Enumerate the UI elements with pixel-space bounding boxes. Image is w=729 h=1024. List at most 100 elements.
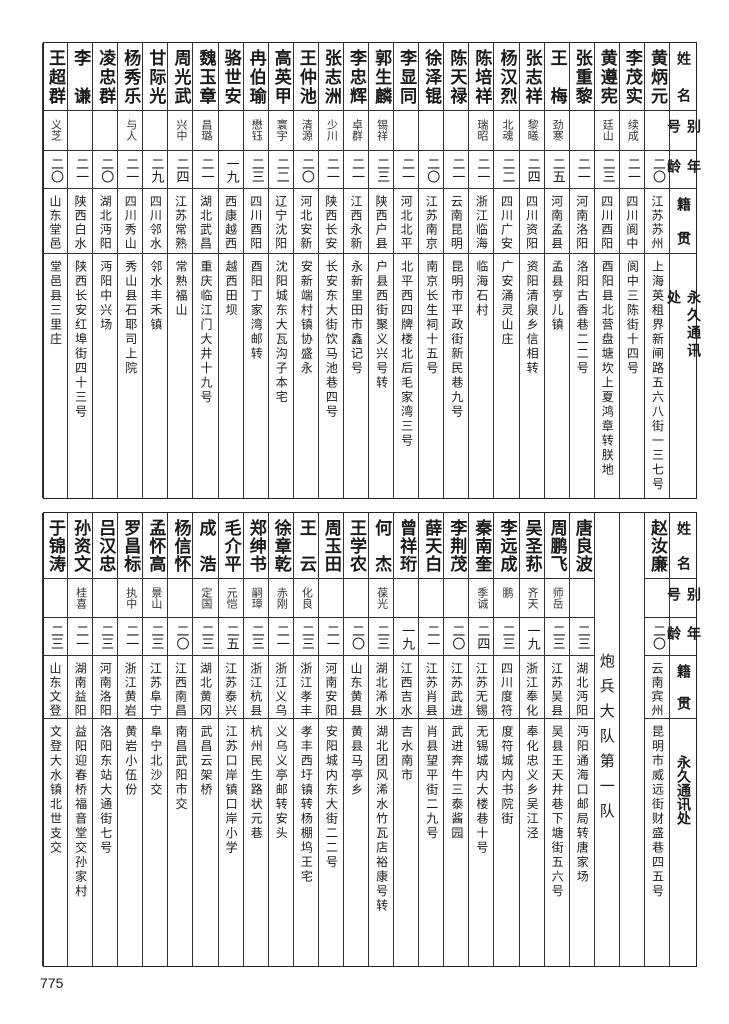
header-name: 姓名 — [670, 43, 696, 110]
native-place-cell-text: 西康越西 — [223, 195, 238, 251]
person-column: 周光武 兴中 二四 江苏常熟 常熟福山 — [167, 43, 194, 498]
native-place-cell-text: 云南宾州 — [649, 662, 664, 718]
name-cell-text: 骆世安 — [220, 49, 241, 104]
name-cell: 王梅 — [545, 43, 570, 110]
age-cell-text: 二四 — [524, 157, 540, 183]
age-cell: 二一 — [318, 617, 344, 655]
name-cell: 王学农 — [344, 513, 369, 578]
age-cell-text: 二三 — [198, 624, 214, 650]
native-place-cell-text: 湖北浠水 — [374, 662, 389, 718]
native-place-cell: 浙江黄岩 — [118, 655, 144, 718]
native-place-cell-text: 湖北沔阳 — [98, 195, 113, 251]
address-cell: 上海英租界新闸路五六八街一三七号 — [644, 253, 670, 497]
name-cell-text: 孙资文 — [70, 519, 91, 572]
person-column: 李荆茂 二〇 江苏武进 武进奔牛三泰酱园 — [443, 513, 470, 966]
alias-cell: 定国 — [193, 578, 219, 617]
name-cell: 徐章乾 — [269, 513, 294, 578]
age-cell: 二一 — [268, 617, 294, 655]
alias-cell — [68, 110, 94, 150]
name-cell-text: 冉伯瑜 — [245, 49, 266, 104]
native-place-cell-text: 四川资阳 — [524, 195, 539, 251]
address-cell-text: 昆明市威远街财盛巷四五号 — [650, 725, 665, 899]
name-cell: 王超群 — [43, 43, 68, 110]
native-place-cell-text: 湖北黄冈 — [198, 662, 213, 718]
alias-cell — [444, 110, 470, 150]
native-place-cell: 浙江杭县 — [243, 655, 269, 718]
name-cell-text: 李远成 — [496, 519, 517, 572]
native-place-cell-text: 浙江义乌 — [273, 662, 288, 718]
native-place-cell: 湖北黄冈 — [193, 655, 219, 718]
age-cell-text: 二〇 — [649, 157, 665, 183]
person-column: 孙资文 桂喜 二一 湖南益阳 益阳迎春桥福音堂交孙家村 — [67, 513, 94, 966]
native-place-cell: 河南洛阳 — [93, 655, 119, 718]
header-address: 永久通讯处 — [670, 718, 696, 965]
name-cell: 杨信怀 — [168, 513, 193, 578]
alias-cell-text: 北魂 — [500, 119, 514, 141]
address-cell: 沈阳城东大瓦沟子本宅 — [268, 253, 294, 497]
native-place-cell: 四川邻水 — [143, 188, 169, 253]
native-place-cell: 四川度符 — [494, 655, 520, 718]
header-native-place-text: 籍贯 — [675, 197, 691, 245]
name-cell-text: 秦南奎 — [471, 519, 492, 572]
address-cell-text: 黄县马亭乡 — [349, 725, 364, 798]
name-cell: 孟怀高 — [143, 513, 168, 578]
address-cell-text: 昆明市平政街新民巷九号 — [449, 260, 464, 420]
name-cell-text: 陈培祥 — [471, 49, 492, 104]
header-age-text: 年龄 — [665, 159, 701, 173]
native-place-cell: 浙江奉化 — [519, 655, 545, 718]
name-cell-text: 吕汉忠 — [95, 519, 116, 572]
alias-cell: 廷山 — [594, 110, 620, 150]
alias-cell-text: 执中 — [124, 587, 138, 609]
person-column: 张志祥 黎曦 二四 四川资阳 资阳清泉乡信相转 — [518, 43, 545, 498]
blank-column — [618, 513, 645, 966]
name-cell: 骆世安 — [219, 43, 244, 110]
alias-cell: 续成 — [619, 110, 645, 150]
name-cell-text: 成浩 — [195, 519, 216, 572]
name-cell: 成浩 — [193, 513, 218, 578]
name-cell-text: 郭生麟 — [371, 49, 392, 104]
age-cell: 二九 — [143, 150, 169, 188]
name-cell: 于锦涛 — [43, 513, 68, 578]
address-cell: 临海石村 — [469, 253, 495, 497]
name-cell: 周光武 — [168, 43, 193, 110]
address-cell-text: 无锡城内大楼巷十号 — [474, 725, 489, 856]
native-place-cell-text: 湖北武昌 — [198, 195, 213, 251]
person-column: 杨信怀 二〇 江西南昌 南昌武阳市交 — [167, 513, 194, 966]
header-native-place: 籍贯 — [670, 655, 696, 718]
name-cell: 杨秀乐 — [118, 43, 143, 110]
age-cell: 二五 — [218, 617, 244, 655]
age-cell: 二一 — [118, 617, 144, 655]
alias-cell: 劲寒 — [544, 110, 570, 150]
address-cell: 秀山县石耶司上院 — [118, 253, 144, 497]
name-cell: 李忠辉 — [344, 43, 369, 110]
name-cell: 薛天白 — [419, 513, 444, 578]
age-cell-text: 二九 — [148, 157, 164, 183]
age-cell: 二〇 — [293, 150, 319, 188]
age-cell-text: 二一 — [624, 157, 640, 183]
name-cell-text: 周光武 — [170, 49, 191, 104]
person-column: 徐泽锟 二〇 江苏南京 南京长生祠十五号 — [418, 43, 445, 498]
age-cell: 二三 — [143, 617, 169, 655]
name-cell-text: 张志祥 — [521, 49, 542, 104]
native-place-cell: 陕西长安 — [318, 188, 344, 253]
header-age: 年龄 — [665, 617, 701, 655]
name-cell: 曾祥珩 — [394, 513, 419, 578]
native-place-cell-text: 江苏常熟 — [173, 195, 188, 251]
name-cell-text: 黄炳元 — [646, 49, 667, 104]
header-alias-text: 别号 — [665, 587, 701, 601]
native-place-cell: 浙江义乌 — [268, 655, 294, 718]
address-cell: 资阳清泉乡信相转 — [519, 253, 545, 497]
name-cell-text: 薛天白 — [421, 519, 442, 572]
age-cell-text: 二三 — [599, 157, 615, 183]
person-column: 李显同 二一 河北北平 北平西四牌楼北后毛家湾三号 — [393, 43, 420, 498]
native-place-cell-text: 浙江奉化 — [524, 662, 539, 718]
name-cell: 杨汉烈 — [494, 43, 519, 110]
age-cell-text: 二一 — [349, 157, 364, 183]
native-place-cell-text: 河南洛阳 — [98, 662, 113, 718]
address-cell-text: 长安东大街饮马池巷四号 — [324, 260, 339, 420]
alias-cell: 昌璐 — [193, 110, 219, 150]
native-place-cell: 湖南益阳 — [68, 655, 94, 718]
alias-cell — [143, 110, 169, 150]
native-place-cell: 四川广安 — [494, 188, 520, 253]
age-cell-text: 二〇 — [98, 157, 114, 183]
